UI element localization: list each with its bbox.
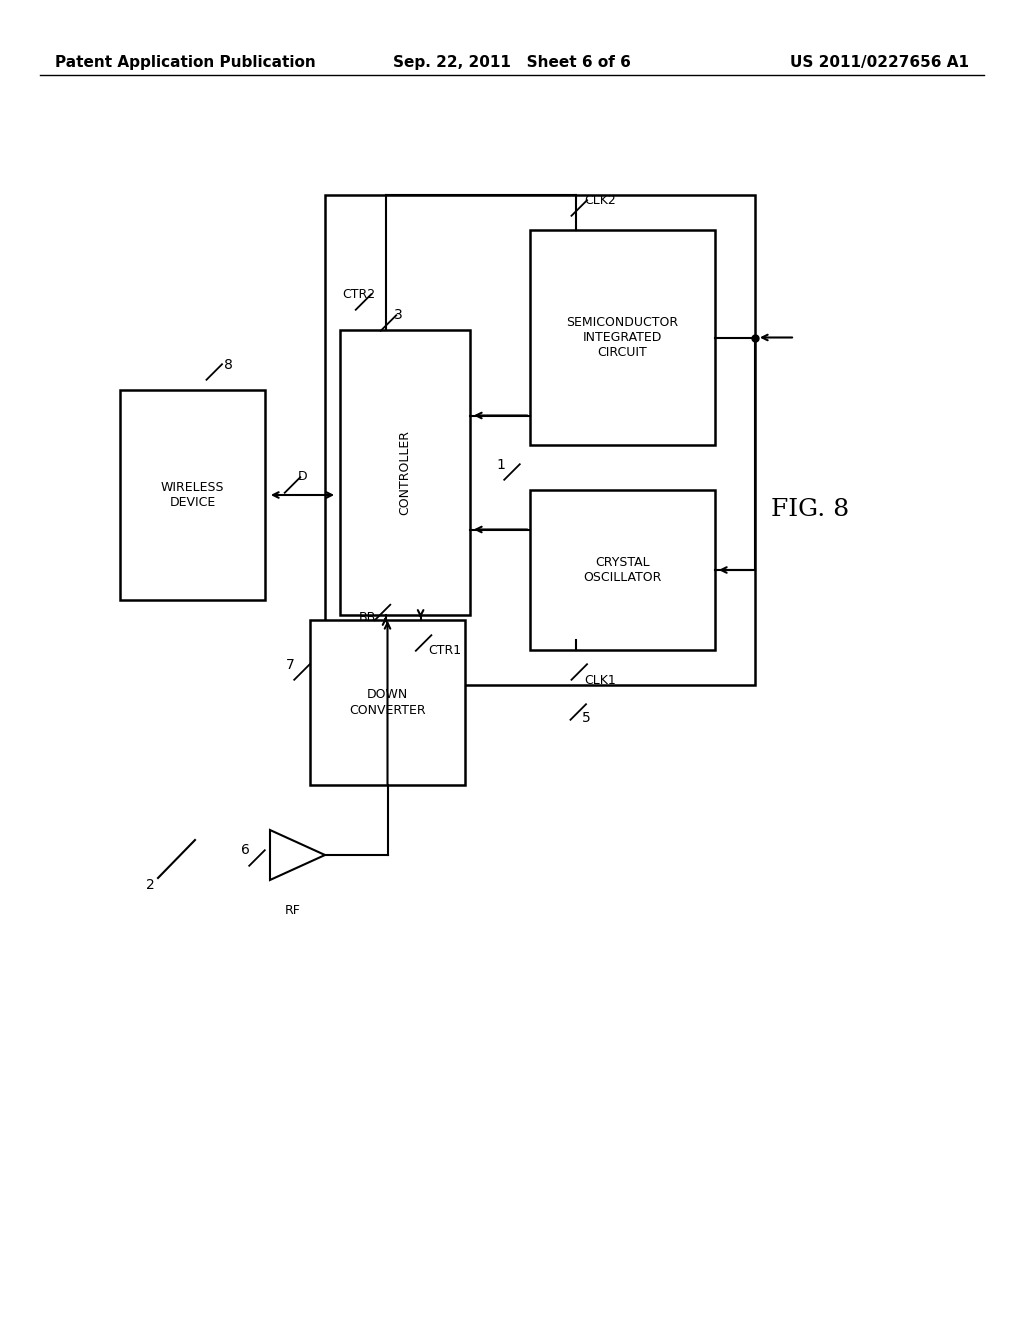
Text: CTR1: CTR1: [429, 644, 462, 656]
Text: WIRELESS
DEVICE: WIRELESS DEVICE: [161, 480, 224, 510]
Bar: [325, 195, 755, 685]
Text: 1: 1: [496, 458, 505, 473]
Text: US 2011/0227656 A1: US 2011/0227656 A1: [790, 54, 969, 70]
Text: D: D: [298, 470, 307, 483]
Text: Patent Application Publication: Patent Application Publication: [55, 54, 315, 70]
Polygon shape: [270, 830, 325, 880]
Bar: [530, 230, 715, 445]
Bar: [340, 330, 470, 615]
Text: BB: BB: [358, 611, 376, 624]
Text: CLK1: CLK1: [585, 673, 616, 686]
Bar: [310, 620, 465, 785]
Text: RF: RF: [285, 903, 300, 916]
Text: Sep. 22, 2011   Sheet 6 of 6: Sep. 22, 2011 Sheet 6 of 6: [393, 54, 631, 70]
Text: 6: 6: [241, 843, 250, 857]
Text: 7: 7: [287, 657, 295, 672]
Text: 2: 2: [146, 878, 155, 892]
Text: FIG. 8: FIG. 8: [771, 499, 849, 521]
Text: DOWN
CONVERTER: DOWN CONVERTER: [349, 689, 426, 717]
Bar: [530, 490, 715, 649]
Text: 3: 3: [393, 308, 402, 322]
Text: SEMICONDUCTOR
INTEGRATED
CIRCUIT: SEMICONDUCTOR INTEGRATED CIRCUIT: [566, 315, 679, 359]
Text: CLK2: CLK2: [585, 194, 616, 206]
Text: CONTROLLER: CONTROLLER: [398, 430, 412, 515]
Bar: [120, 389, 265, 601]
Text: 8: 8: [224, 358, 233, 372]
Text: 5: 5: [583, 711, 591, 725]
Text: CTR2: CTR2: [342, 289, 376, 301]
Text: CRYSTAL
OSCILLATOR: CRYSTAL OSCILLATOR: [584, 556, 662, 583]
